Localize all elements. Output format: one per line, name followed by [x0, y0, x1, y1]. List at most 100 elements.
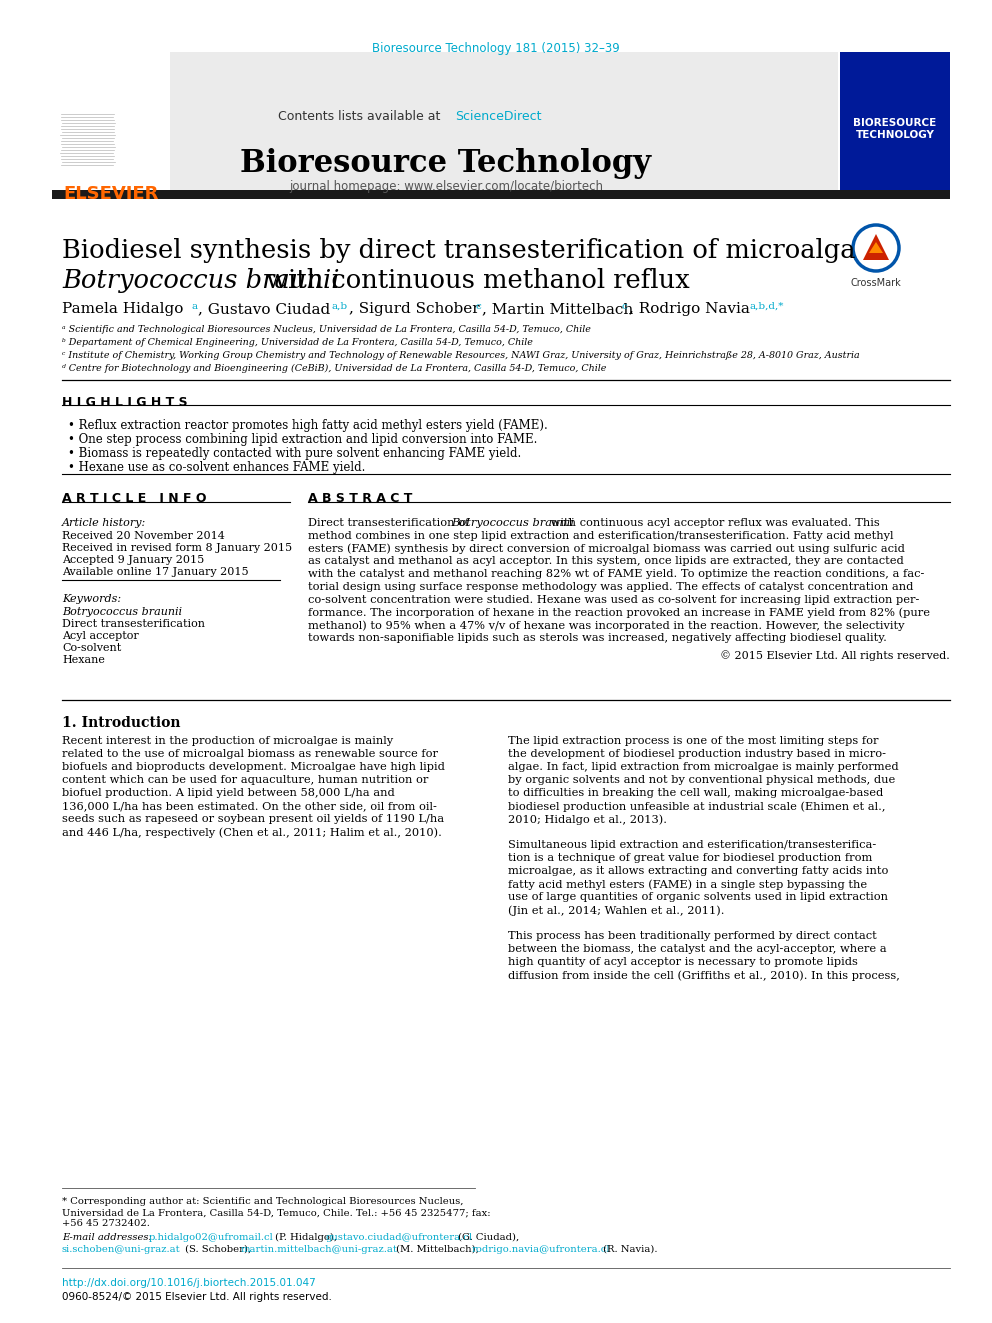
Text: Bioresource Technology 181 (2015) 32–39: Bioresource Technology 181 (2015) 32–39	[372, 42, 620, 56]
Text: martin.mittelbach@uni-graz.at: martin.mittelbach@uni-graz.at	[241, 1245, 398, 1254]
Text: torial design using surface response methodology was applied. The effects of cat: torial design using surface response met…	[308, 582, 914, 591]
Text: with continuous methanol reflux: with continuous methanol reflux	[258, 269, 689, 292]
Text: +56 45 2732402.: +56 45 2732402.	[62, 1218, 150, 1228]
Text: ᶜ Institute of Chemistry, Working Group Chemistry and Technology of Renewable Re: ᶜ Institute of Chemistry, Working Group …	[62, 351, 860, 360]
Text: seeds such as rapeseed or soybean present oil yields of 1190 L/ha: seeds such as rapeseed or soybean presen…	[62, 814, 444, 824]
Text: 2010; Hidalgo et al., 2013).: 2010; Hidalgo et al., 2013).	[508, 814, 667, 824]
Text: rodrigo.navia@ufrontera.cl: rodrigo.navia@ufrontera.cl	[472, 1245, 610, 1254]
Text: http://dx.doi.org/10.1016/j.biortech.2015.01.047: http://dx.doi.org/10.1016/j.biortech.201…	[62, 1278, 315, 1289]
Text: © 2015 Elsevier Ltd. All rights reserved.: © 2015 Elsevier Ltd. All rights reserved…	[720, 650, 950, 660]
Text: method combines in one step lipid extraction and esterification/transesterificat: method combines in one step lipid extrac…	[308, 531, 894, 541]
Text: journal homepage: www.elsevier.com/locate/biortech: journal homepage: www.elsevier.com/locat…	[289, 180, 603, 193]
Text: , Sigurd Schober: , Sigurd Schober	[349, 302, 479, 316]
Text: Available online 17 January 2015: Available online 17 January 2015	[62, 568, 249, 577]
Text: Contents lists available at: Contents lists available at	[278, 110, 444, 123]
Text: high quantity of acyl acceptor is necessary to promote lipids: high quantity of acyl acceptor is necess…	[508, 957, 858, 967]
Text: Botryococcus braunii: Botryococcus braunii	[451, 519, 574, 528]
Text: Keywords:: Keywords:	[62, 594, 121, 605]
Text: 1. Introduction: 1. Introduction	[62, 716, 181, 730]
Text: (P. Hidalgo),: (P. Hidalgo),	[272, 1233, 340, 1242]
Text: • One step process combining lipid extraction and lipid conversion into FAME.: • One step process combining lipid extra…	[68, 433, 538, 446]
Circle shape	[853, 225, 899, 271]
Text: with continuous acyl acceptor reflux was evaluated. This: with continuous acyl acceptor reflux was…	[547, 519, 880, 528]
Text: ELSEVIER: ELSEVIER	[63, 185, 159, 202]
Text: methanol) to 95% when a 47% v/v of hexane was incorporated in the reaction. Howe: methanol) to 95% when a 47% v/v of hexan…	[308, 620, 905, 631]
Text: Hexane: Hexane	[62, 655, 105, 665]
Text: Recent interest in the production of microalgae is mainly: Recent interest in the production of mic…	[62, 736, 393, 746]
Text: • Reflux extraction reactor promotes high fatty acid methyl esters yield (FAME).: • Reflux extraction reactor promotes hig…	[68, 419, 548, 433]
Text: Botryococcus braunii: Botryococcus braunii	[62, 269, 339, 292]
Text: ᵇ Departament of Chemical Engineering, Universidad de La Frontera, Casilla 54-D,: ᵇ Departament of Chemical Engineering, U…	[62, 337, 533, 347]
FancyBboxPatch shape	[52, 191, 950, 198]
Text: related to the use of microalgal biomass as renewable source for: related to the use of microalgal biomass…	[62, 749, 438, 759]
Text: , Martin Mittelbach: , Martin Mittelbach	[482, 302, 633, 316]
Text: to difficulties in breaking the cell wall, making microalgae-based: to difficulties in breaking the cell wal…	[508, 789, 883, 798]
Text: This process has been traditionally performed by direct contact: This process has been traditionally perf…	[508, 931, 877, 941]
Text: biodiesel production unfeasible at industrial scale (Ehimen et al.,: biodiesel production unfeasible at indus…	[508, 800, 886, 811]
Text: Bioresource Technology: Bioresource Technology	[240, 148, 652, 179]
Text: a: a	[191, 302, 197, 311]
Text: The lipid extraction process is one of the most limiting steps for: The lipid extraction process is one of t…	[508, 736, 879, 746]
Text: E-mail addresses:: E-mail addresses:	[62, 1233, 155, 1242]
Text: si.schoben@uni-graz.at: si.schoben@uni-graz.at	[62, 1245, 181, 1254]
Text: co-solvent concentration were studied. Hexane was used as co-solvent for increas: co-solvent concentration were studied. H…	[308, 595, 920, 605]
Text: c: c	[622, 302, 628, 311]
Text: a,b: a,b	[331, 302, 347, 311]
Text: (R. Navia).: (R. Navia).	[600, 1245, 658, 1254]
Text: (G. Ciudad),: (G. Ciudad),	[455, 1233, 519, 1242]
Text: (S. Schober),: (S. Schober),	[182, 1245, 254, 1254]
Text: Accepted 9 January 2015: Accepted 9 January 2015	[62, 556, 204, 565]
Text: ᵃ Scientific and Technological Bioresources Nucleus, Universidad de La Frontera,: ᵃ Scientific and Technological Bioresour…	[62, 325, 591, 333]
Text: CrossMark: CrossMark	[850, 278, 902, 288]
Text: content which can be used for aquaculture, human nutrition or: content which can be used for aquacultur…	[62, 775, 429, 785]
Text: by organic solvents and not by conventional physical methods, due: by organic solvents and not by conventio…	[508, 775, 895, 785]
Text: Co-solvent: Co-solvent	[62, 643, 121, 654]
Text: Direct transesterification of: Direct transesterification of	[308, 519, 473, 528]
Text: ScienceDirect: ScienceDirect	[455, 110, 542, 123]
Text: a,b,d,*: a,b,d,*	[750, 302, 785, 311]
Text: diffusion from inside the cell (Griffiths et al., 2010). In this process,: diffusion from inside the cell (Griffith…	[508, 970, 900, 980]
Text: H I G H L I G H T S: H I G H L I G H T S	[62, 396, 187, 409]
Text: esters (FAME) synthesis by direct conversion of microalgal biomass was carried o: esters (FAME) synthesis by direct conver…	[308, 544, 905, 554]
Text: between the biomass, the catalyst and the acyl-acceptor, where a: between the biomass, the catalyst and th…	[508, 945, 887, 954]
Text: biofuels and bioproducts development. Microalgae have high lipid: biofuels and bioproducts development. Mi…	[62, 762, 444, 773]
Text: 136,000 L/ha has been estimated. On the other side, oil from oil-: 136,000 L/ha has been estimated. On the …	[62, 800, 436, 811]
Text: Biodiesel synthesis by direct transesterification of microalga: Biodiesel synthesis by direct transester…	[62, 238, 855, 263]
Text: Simultaneous lipid extraction and esterification/transesterifica-: Simultaneous lipid extraction and esteri…	[508, 840, 876, 849]
Text: the development of biodiesel production industry based in micro-: the development of biodiesel production …	[508, 749, 886, 759]
Text: Universidad de La Frontera, Casilla 54-D, Temuco, Chile. Tel.: +56 45 2325477; f: Universidad de La Frontera, Casilla 54-D…	[62, 1208, 491, 1217]
Text: formance. The incorporation of hexane in the reaction provoked an increase in FA: formance. The incorporation of hexane in…	[308, 607, 930, 618]
Text: use of large quantities of organic solvents used in lipid extraction: use of large quantities of organic solve…	[508, 892, 888, 902]
Text: Pamela Hidalgo: Pamela Hidalgo	[62, 302, 184, 316]
Text: A B S T R A C T: A B S T R A C T	[308, 492, 413, 505]
Text: Received in revised form 8 January 2015: Received in revised form 8 January 2015	[62, 542, 292, 553]
Text: biofuel production. A lipid yield between 58,000 L/ha and: biofuel production. A lipid yield betwee…	[62, 789, 395, 798]
Text: * Corresponding author at: Scientific and Technological Bioresources Nucleus,: * Corresponding author at: Scientific an…	[62, 1197, 463, 1207]
Text: Article history:: Article history:	[62, 519, 146, 528]
Text: as catalyst and methanol as acyl acceptor. In this system, once lipids are extra: as catalyst and methanol as acyl accepto…	[308, 557, 904, 566]
Text: (Jin et al., 2014; Wahlen et al., 2011).: (Jin et al., 2014; Wahlen et al., 2011).	[508, 905, 724, 916]
Text: BIORESOURCE
TECHNOLOGY: BIORESOURCE TECHNOLOGY	[853, 118, 936, 140]
Text: with the catalyst and methanol reaching 82% wt of FAME yield. To optimize the re: with the catalyst and methanol reaching …	[308, 569, 925, 579]
Polygon shape	[863, 234, 889, 261]
Text: Acyl acceptor: Acyl acceptor	[62, 631, 139, 642]
Text: microalgae, as it allows extracting and converting fatty acids into: microalgae, as it allows extracting and …	[508, 867, 889, 876]
Text: , Rodrigo Navia: , Rodrigo Navia	[629, 302, 750, 316]
Text: fatty acid methyl esters (FAME) in a single step bypassing the: fatty acid methyl esters (FAME) in a sin…	[508, 878, 867, 889]
Text: , Gustavo Ciudad: , Gustavo Ciudad	[198, 302, 330, 316]
Text: algae. In fact, lipid extraction from microalgae is mainly performed: algae. In fact, lipid extraction from mi…	[508, 762, 899, 773]
Text: ᵈ Centre for Biotechnology and Bioengineering (CeBiB), Universidad de La Fronter: ᵈ Centre for Biotechnology and Bioengine…	[62, 364, 606, 373]
Text: and 446 L/ha, respectively (Chen et al., 2011; Halim et al., 2010).: and 446 L/ha, respectively (Chen et al.,…	[62, 827, 441, 837]
Text: • Hexane use as co-solvent enhances FAME yield.: • Hexane use as co-solvent enhances FAME…	[68, 460, 365, 474]
Text: (M. Mittelbach),: (M. Mittelbach),	[393, 1245, 482, 1254]
FancyBboxPatch shape	[52, 52, 838, 192]
Polygon shape	[869, 242, 883, 253]
Text: Direct transesterification: Direct transesterification	[62, 619, 205, 628]
Text: p.hidalgo02@ufromail.cl: p.hidalgo02@ufromail.cl	[149, 1233, 274, 1242]
Text: • Biomass is repeatedly contacted with pure solvent enhancing FAME yield.: • Biomass is repeatedly contacted with p…	[68, 447, 521, 460]
Text: tion is a technique of great value for biodiesel production from: tion is a technique of great value for b…	[508, 853, 872, 863]
Text: c: c	[475, 302, 481, 311]
Text: Received 20 November 2014: Received 20 November 2014	[62, 531, 225, 541]
Text: A R T I C L E   I N F O: A R T I C L E I N F O	[62, 492, 206, 505]
Text: Botryococcus braunii: Botryococcus braunii	[62, 607, 182, 617]
